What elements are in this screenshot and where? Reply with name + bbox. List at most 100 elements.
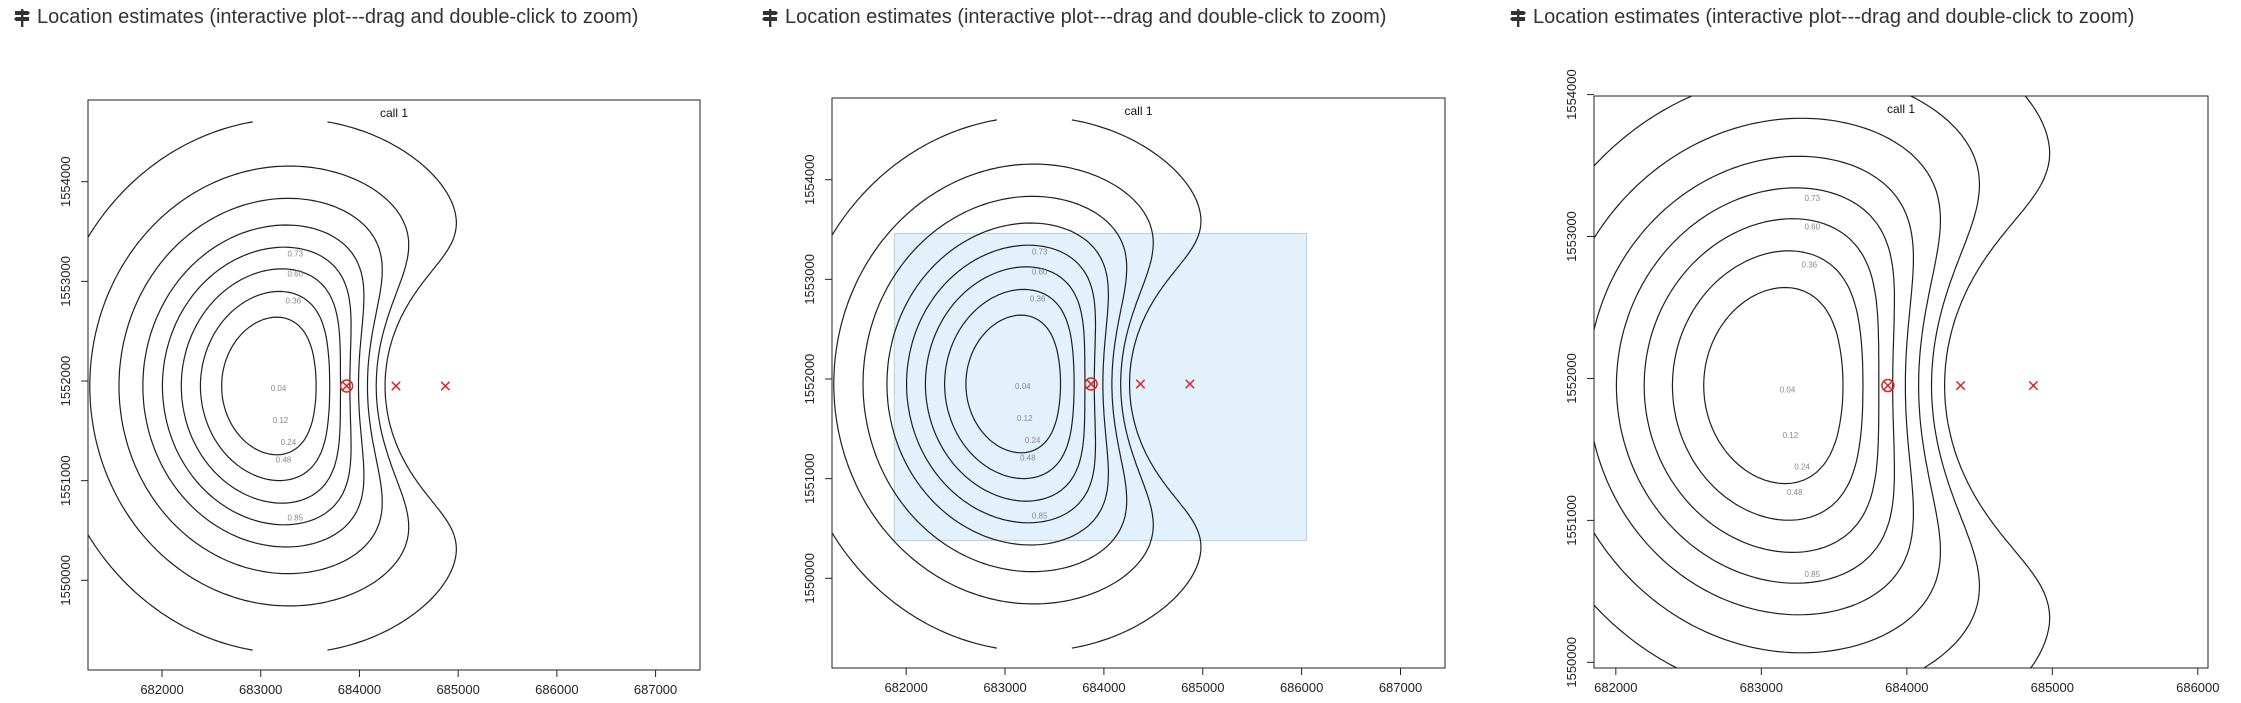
contour-line <box>1643 218 1880 553</box>
receiver-marker <box>1135 379 1146 389</box>
contour-label: 0.24 <box>1025 436 1041 445</box>
plot-frame <box>831 97 1446 669</box>
plot-panel-1: Location estimates (interactive plot---d… <box>0 0 745 703</box>
y-tick-label: 1552000 <box>58 356 73 407</box>
contour-label: 0.85 <box>288 514 304 523</box>
contour-label: 0.73 <box>1032 247 1048 256</box>
plot-title: call 1 <box>380 106 408 120</box>
x-tick-label: 683000 <box>239 682 282 697</box>
x-tick-label: 686000 <box>1280 680 1323 695</box>
y-tick-label: 1551000 <box>58 455 73 506</box>
contour-line <box>924 266 1086 502</box>
contour-line <box>832 119 1202 649</box>
y-tick-label: 1550000 <box>802 553 817 604</box>
estimated-location-marker <box>1084 377 1098 391</box>
y-tick-label: 1553000 <box>58 256 73 307</box>
signpost-icon <box>762 8 778 27</box>
plot-title: call 1 <box>1887 102 1915 116</box>
contour-line <box>1594 96 1981 668</box>
contour-line <box>161 246 352 526</box>
contour-line <box>88 121 457 651</box>
estimated-location-marker <box>1881 378 1895 393</box>
contour-label: 0.12 <box>1017 414 1033 423</box>
panel-header: Location estimates (interactive plot---d… <box>762 6 1386 29</box>
contour-line <box>1615 187 1895 584</box>
contour-label: 0.12 <box>1783 431 1799 440</box>
x-tick-label: 687000 <box>634 682 677 697</box>
contour-plot[interactable]: call 1 682000 683000 684000 685000 686000 1550… <box>1496 0 2241 703</box>
panel-title: Location estimates (interactive plot---d… <box>1533 6 2135 28</box>
selection-brush[interactable] <box>893 233 1308 541</box>
contour-line <box>199 290 331 482</box>
receiver-marker <box>2028 380 2039 391</box>
y-tick-label: 1552000 <box>802 354 817 405</box>
contour-line <box>1944 96 2051 668</box>
panel-header: Location estimates (interactive plot---d… <box>14 6 638 29</box>
panel-title: Location estimates (interactive plot---d… <box>785 6 1387 28</box>
signpost-icon <box>14 8 30 27</box>
contour-line <box>965 314 1062 454</box>
y-tick-label: 1551000 <box>1564 495 1579 546</box>
x-tick-label: 684000 <box>1885 680 1928 695</box>
contour-label: 0.60 <box>288 269 304 278</box>
contour-line <box>833 163 1154 605</box>
x-tick-label: 686000 <box>2176 680 2219 695</box>
panel-title: Location estimates (interactive plot---d… <box>37 6 639 28</box>
contour-line <box>1671 250 1864 521</box>
x-tick-label: 682000 <box>884 680 927 695</box>
contour-label: 0.85 <box>1032 512 1048 521</box>
y-tick-label: 1550000 <box>1564 637 1579 688</box>
contour-line <box>142 224 365 548</box>
x-tick-label: 687000 <box>1379 680 1422 695</box>
contour-line <box>944 288 1075 480</box>
contour-label: 0.48 <box>276 456 292 465</box>
y-tick-label: 1550000 <box>58 555 73 606</box>
x-tick-label: 684000 <box>338 682 381 697</box>
contour-label: 0.04 <box>1015 382 1031 391</box>
x-tick-label: 685000 <box>1181 680 1224 695</box>
y-tick-label: 1554000 <box>1564 69 1579 120</box>
contour-label: 0.48 <box>1020 454 1036 463</box>
contour-line <box>906 244 1097 524</box>
receiver-marker <box>440 381 451 391</box>
plot-panel-3: Location estimates (interactive plot---d… <box>1496 0 2241 703</box>
y-tick-label: 1551000 <box>802 453 817 504</box>
x-tick-label: 685000 <box>436 682 479 697</box>
contour-plot[interactable]: call 1 682000 683000 684000 685000 686000 6870… <box>748 0 1493 703</box>
contour-label: 0.24 <box>281 438 297 447</box>
contour-label: 0.60 <box>1804 222 1820 231</box>
x-tick-label: 686000 <box>535 682 578 697</box>
y-tick-label: 1552000 <box>1564 353 1579 404</box>
plot-frame <box>87 99 701 671</box>
contour-label: 0.60 <box>1032 267 1048 276</box>
contour-line <box>89 165 410 607</box>
contour-label: 0.73 <box>288 249 304 258</box>
contour-label: 0.36 <box>286 296 302 305</box>
x-tick-label: 683000 <box>1740 680 1783 695</box>
contour-label: 0.04 <box>271 384 287 393</box>
y-tick-label: 1554000 <box>58 156 73 207</box>
contour-label: 0.12 <box>273 416 289 425</box>
x-tick-label: 682000 <box>1594 680 1637 695</box>
contour-line <box>180 268 342 504</box>
receiver-marker <box>391 381 401 391</box>
x-tick-label: 682000 <box>140 682 183 697</box>
contour-label: 0.24 <box>1794 462 1810 471</box>
panel-header: Location estimates (interactive plot---d… <box>1510 6 2134 29</box>
x-tick-label: 683000 <box>983 680 1026 695</box>
plot-title: call 1 <box>1124 104 1152 118</box>
contour-plot[interactable]: call 1 682000 683000 684000 685000 686000 6870… <box>0 0 745 703</box>
receiver-marker <box>1185 379 1195 389</box>
y-tick-label: 1554000 <box>802 154 817 205</box>
contour-label: 0.04 <box>1780 386 1796 395</box>
contour-line <box>886 222 1109 546</box>
contour-line <box>118 197 383 575</box>
contour-line <box>1594 117 1941 654</box>
x-tick-label: 685000 <box>2031 680 2074 695</box>
signpost-icon <box>1510 8 1526 27</box>
plot-panel-2: Location estimates (interactive plot---d… <box>748 0 1493 703</box>
contour-line <box>1703 286 1844 485</box>
contour-label: 0.48 <box>1787 488 1803 497</box>
y-tick-label: 1553000 <box>802 254 817 305</box>
contour-label: 0.36 <box>1030 294 1046 303</box>
